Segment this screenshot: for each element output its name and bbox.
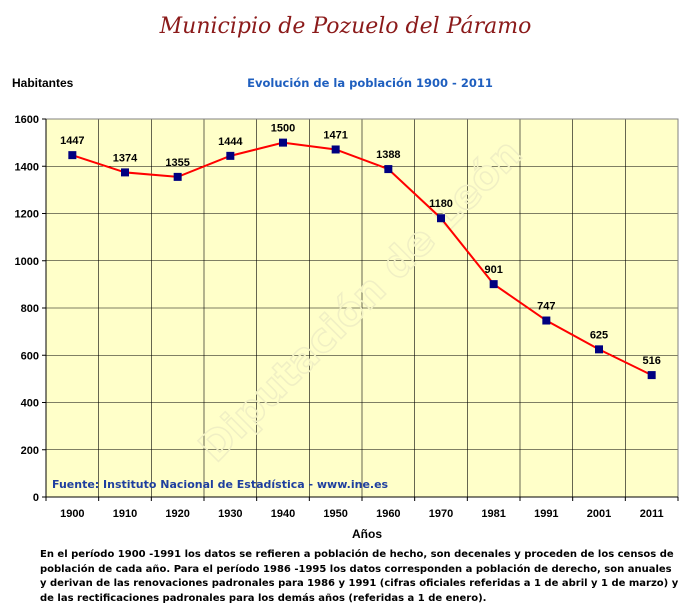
data-label: 1500	[271, 123, 295, 135]
x-tick-label: 2011	[640, 508, 664, 520]
x-tick-label: 1930	[218, 508, 242, 520]
data-label: 747	[537, 301, 555, 313]
x-tick-labels: 1900 1910 1920 1930 1940 1950 1960 1970 1981 1991…	[45, 497, 679, 520]
data-label: 1388	[376, 149, 400, 161]
y-tick-label: 400	[21, 398, 39, 410]
data-point	[121, 168, 129, 177]
chart-title: Evolución de la población 1900 - 2011	[247, 76, 493, 90]
x-tick-label: 1960	[376, 508, 400, 520]
x-tick-label: 1991	[534, 508, 558, 520]
y-tick-label: 200	[21, 445, 39, 457]
data-label: 1180	[429, 198, 453, 210]
data-point	[331, 145, 340, 154]
y-tick-label: 1000	[15, 256, 39, 268]
page-title: Municipio de Pozuelo del Páramo	[159, 14, 532, 39]
data-label: 1355	[165, 157, 189, 169]
data-point	[173, 172, 182, 181]
data-point	[226, 151, 235, 160]
x-tick-label: 2001	[587, 508, 611, 520]
y-tick-label: 1400	[15, 161, 39, 173]
data-label: 516	[642, 355, 660, 367]
data-label: 1374	[113, 152, 138, 164]
data-point	[437, 214, 445, 223]
y-tick-label: 0	[33, 492, 39, 504]
data-point	[542, 316, 551, 325]
data-markers	[68, 138, 656, 380]
y-tick-label: 1600	[15, 114, 39, 126]
y-tick-labels: 0 200 400 600 800 1000 1200 1400 1600	[15, 114, 46, 504]
x-tick-label: 1910	[113, 508, 137, 520]
data-point	[489, 280, 498, 289]
data-label: 901	[484, 264, 502, 276]
x-tick-label: 1970	[429, 508, 453, 520]
x-tick-label: 1950	[323, 508, 347, 520]
data-point	[595, 345, 603, 354]
data-label: 1444	[218, 136, 243, 148]
data-label: 625	[590, 329, 608, 341]
y-tick-label: 800	[21, 303, 39, 315]
x-tick-label: 1940	[271, 508, 295, 520]
series-line	[72, 141, 653, 376]
source-label: Fuente: Instituto Nacional de Estadístic…	[52, 478, 389, 491]
x-axis-label: Años	[352, 527, 382, 541]
x-tick-label: 1900	[60, 508, 84, 520]
data-label: 1471	[323, 129, 347, 141]
footnote: En el período 1900 -1991 los datos se re…	[40, 549, 679, 604]
x-tick-label: 1981	[481, 508, 505, 520]
population-line-chart: Diputación de León 020040060080010001200…	[15, 114, 679, 541]
data-point	[647, 371, 656, 380]
y-tick-label: 1200	[15, 209, 39, 221]
data-point	[68, 151, 77, 160]
data-point	[384, 165, 393, 174]
y-tick-label: 600	[21, 350, 39, 362]
x-tick-label: 1920	[165, 508, 189, 520]
data-point	[279, 138, 287, 147]
data-label: 1447	[60, 135, 84, 147]
data-labels: 1447 1374 1355 1444 1500 1471 1388 1180 901 747 62…	[60, 123, 661, 367]
grid	[46, 118, 678, 497]
y-axis-label: Habitantes	[12, 76, 74, 90]
